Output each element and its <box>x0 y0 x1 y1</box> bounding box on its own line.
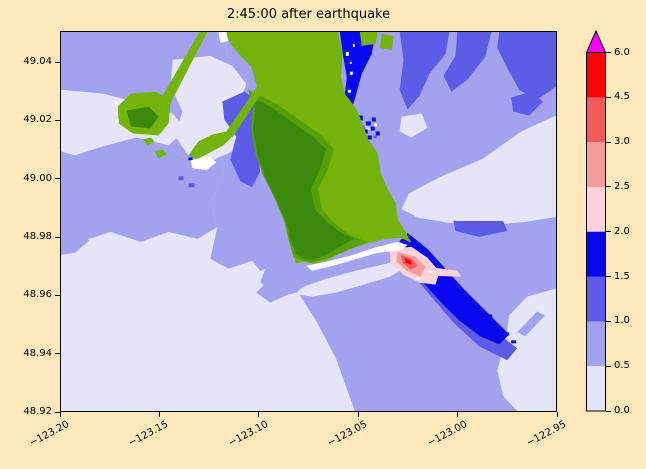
x-tick-label: −123.10 <box>226 419 270 450</box>
colorbar-tick-mark <box>606 186 611 188</box>
map-region-marina-white <box>190 156 217 171</box>
colorbar-frame <box>586 52 606 412</box>
map-region-strip-white-flecks <box>345 51 353 93</box>
y-tick-label: 48.96 <box>23 289 52 301</box>
colorbar-tick-label: 2.0 <box>614 225 630 237</box>
map-region-bay-finger-1 <box>399 32 450 110</box>
map-region-ferry-terminal-pod <box>188 131 233 160</box>
colorbar-tick-label: 3.0 <box>614 136 630 148</box>
map-region-below-tip-periwinkle <box>260 262 311 292</box>
x-tick-label: −123.00 <box>425 419 469 450</box>
y-tick-mark <box>55 236 60 238</box>
map-region-small-islets <box>142 137 167 159</box>
map-region-bay-finger-3 <box>497 32 556 100</box>
map-region-bay-finger-2 <box>443 32 492 92</box>
map-plot-area <box>60 31 557 412</box>
colorbar-tick-mark <box>606 320 611 322</box>
colorbar-segment-2 <box>586 186 606 233</box>
map-region-port-white-flecks <box>114 101 119 123</box>
x-tick-mark <box>258 412 260 417</box>
y-tick-mark <box>55 411 60 413</box>
colorbar-over-arrow <box>585 29 607 53</box>
map-region-bay-lavender <box>403 115 556 224</box>
colorbar-segment-2.5 <box>586 142 606 188</box>
colorbar <box>585 29 607 412</box>
x-tick-mark <box>59 412 61 417</box>
map-region-bay-south-blue <box>453 221 508 237</box>
map-region-flood-cluster-white <box>348 121 377 130</box>
y-tick-label: 48.94 <box>23 347 52 359</box>
map-region-ferry-causeway <box>226 77 270 138</box>
map-region-south-beach-white <box>306 241 408 271</box>
x-tick-label: −123.20 <box>27 419 72 450</box>
colorbar-segment-3 <box>586 97 606 143</box>
wave-height-map <box>61 32 556 411</box>
colorbar-tick-label: 1.5 <box>614 270 630 282</box>
y-tick-label: 49.02 <box>23 114 52 126</box>
map-region-nearshore-blue-patch <box>222 91 261 188</box>
colorbar-segment-4.5 <box>586 52 606 98</box>
colorbar-segment-1.5 <box>586 231 606 278</box>
map-region-sw-wave-fingers <box>309 288 376 333</box>
colorbar-tick-label: 0.5 <box>614 360 630 372</box>
colorbar-tick-mark <box>606 141 611 143</box>
colorbar-gradient <box>585 29 607 412</box>
colorbar-tick-mark <box>606 276 611 278</box>
map-region-west-edge-periwinkle <box>61 222 89 255</box>
map-region-bayshore-lavender-patch <box>399 113 428 138</box>
colorbar-tick-label: 0.0 <box>614 405 630 416</box>
map-region-bay-finger-4 <box>511 91 544 116</box>
y-tick-mark <box>55 353 60 355</box>
colorbar-segment-0 <box>586 366 606 412</box>
y-tick-mark <box>55 178 60 180</box>
y-tick-label: 49.04 <box>23 56 52 68</box>
map-region-strip-pink-flecks <box>349 43 355 64</box>
map-region-north-shore-bits <box>359 32 394 50</box>
plot-title: 2:45:00 after earthquake <box>226 7 391 22</box>
map-region-se-periwinkle-streak <box>517 311 546 337</box>
map-region-port-causeway <box>158 32 208 111</box>
y-tick-mark <box>55 61 60 63</box>
map-region-nw-coast-gap <box>218 32 229 43</box>
x-tick-mark <box>158 412 160 417</box>
y-tick-mark <box>55 119 60 121</box>
map-region-sw-of-point-lavender <box>298 260 404 297</box>
colorbar-segment-0.5 <box>586 321 606 367</box>
x-tick-label: −123.15 <box>127 419 171 450</box>
map-region-peninsula-dark-green <box>250 95 354 260</box>
map-region-se-water-band <box>298 209 556 411</box>
colorbar-tick-mark <box>606 231 611 233</box>
colorbar-segment-1 <box>586 276 606 322</box>
map-region-port-terminal-dark <box>126 106 159 129</box>
colorbar-tick-label: 1.0 <box>614 315 630 327</box>
colorbar-tick-mark <box>606 96 611 98</box>
y-tick-mark <box>55 294 60 296</box>
x-tick-label: −122.95 <box>524 419 569 450</box>
y-tick-label: 49.00 <box>23 172 52 184</box>
colorbar-tick-label: 4.5 <box>614 91 630 103</box>
colorbar-tick-mark <box>606 410 611 412</box>
map-region-plume-tail-specks <box>487 314 517 344</box>
colorbar-tick-mark <box>606 52 611 53</box>
y-tick-label: 48.92 <box>23 406 52 417</box>
map-region-point-red <box>404 257 412 265</box>
x-tick-label: −123.05 <box>325 419 370 450</box>
x-tick-mark <box>357 412 359 417</box>
colorbar-tick-label: 2.5 <box>614 180 630 192</box>
colorbar-tick-mark <box>606 365 611 367</box>
colorbar-tick-label: 6.0 <box>614 46 630 58</box>
x-tick-mark <box>457 412 459 417</box>
map-region-nearshore-blue-flecks <box>178 176 195 188</box>
x-tick-mark <box>556 412 558 417</box>
y-tick-label: 48.98 <box>23 231 52 243</box>
